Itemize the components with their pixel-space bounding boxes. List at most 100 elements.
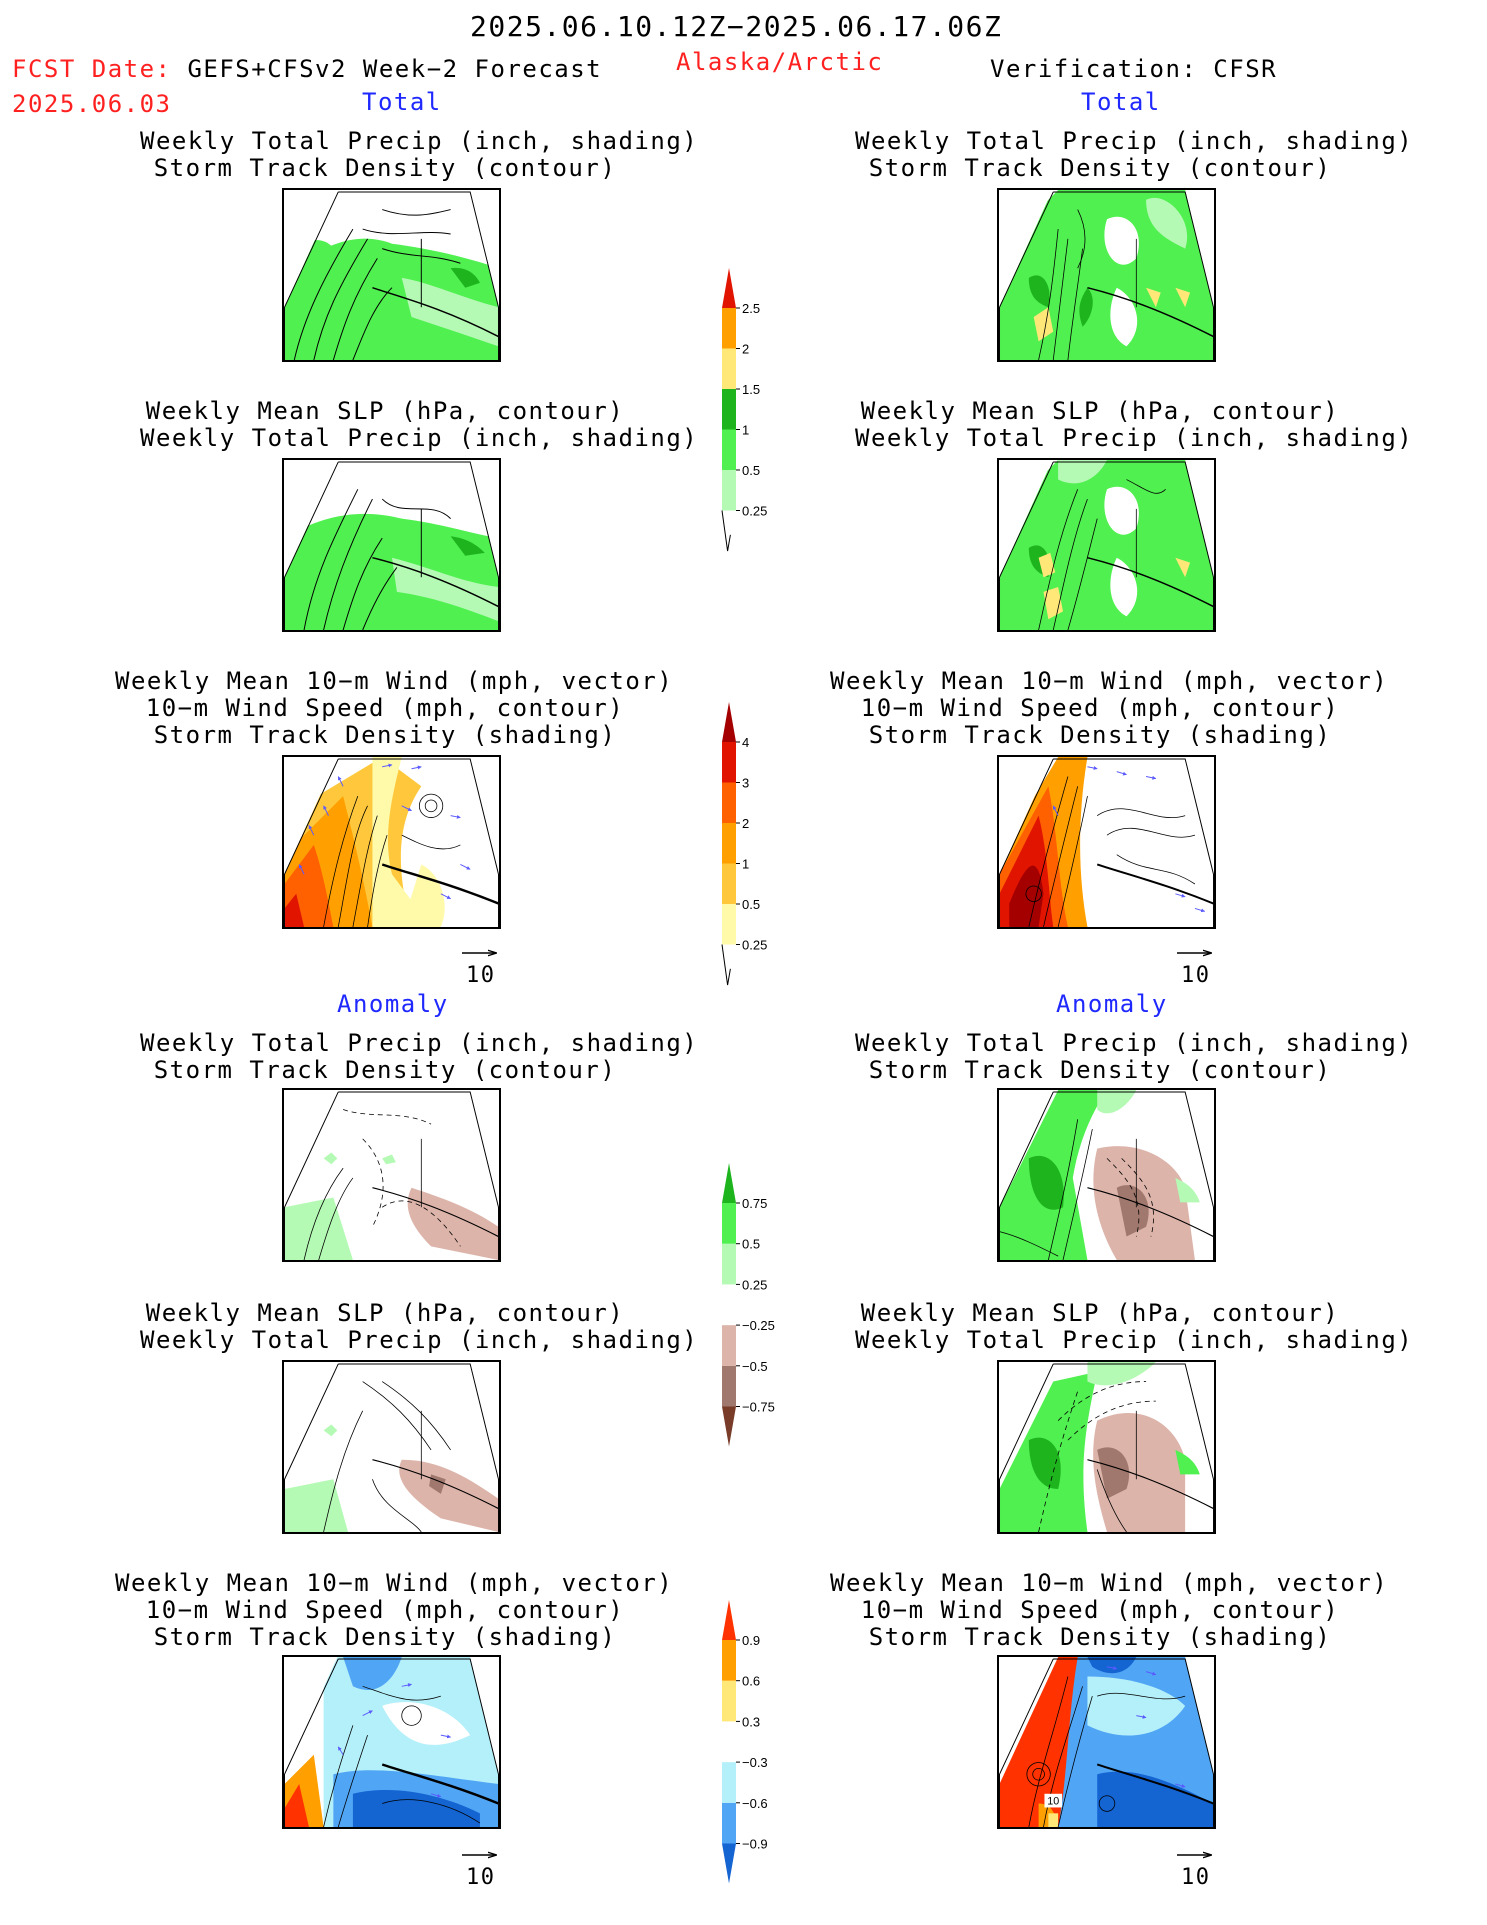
vector-ref-arrow-left-total xyxy=(462,945,500,985)
colorbar-segment xyxy=(722,702,736,742)
colorbar-tick-label: 1 xyxy=(742,857,749,872)
colorbar-tail xyxy=(721,944,731,986)
colorbar-tick-label: −0.5 xyxy=(742,1359,768,1374)
fcst-date-value: 2025.06.03 xyxy=(12,90,172,118)
colorbar-tick-label: 0.25 xyxy=(742,504,767,519)
colorbar-segment xyxy=(722,1284,736,1326)
map-slp-precip-left-anom xyxy=(282,1360,501,1534)
title-slp-precip-left-total: Weekly Mean SLP (hPa, contour) Weekly To… xyxy=(140,397,699,452)
colorbar-tick-label: −0.75 xyxy=(742,1400,775,1415)
colorbar-segment xyxy=(722,1203,736,1244)
region-label: Alaska/Arctic xyxy=(676,48,884,76)
map-precip-storm-right-total xyxy=(997,188,1216,362)
map-precip-storm-left-anom xyxy=(282,1088,501,1262)
section-anomaly-left: Anomaly xyxy=(337,990,449,1018)
title-precip-storm-left-anom: Weekly Total Precip (inch, shading) Stor… xyxy=(140,1029,699,1084)
colorbar-tick-label: −0.25 xyxy=(742,1318,775,1333)
colorbar-tail xyxy=(721,510,731,552)
title-wind-storm-left-total: Weekly Mean 10−m Wind (mph, vector) 10−m… xyxy=(115,667,674,749)
colorbar-segment xyxy=(722,1365,736,1407)
title-wind-storm-left-anom: Weekly Mean 10−m Wind (mph, vector) 10−m… xyxy=(115,1569,674,1651)
colorbar-segment xyxy=(722,389,736,430)
map-slp-precip-right-anom xyxy=(997,1360,1216,1534)
title-wind-storm-right-total: Weekly Mean 10−m Wind (mph, vector) 10−m… xyxy=(830,667,1389,749)
title-wind-storm-right-anom: Weekly Mean 10−m Wind (mph, vector) 10−m… xyxy=(830,1569,1389,1651)
vector-ref-label-left-total: 10 xyxy=(466,963,496,988)
colorbar-segment xyxy=(722,429,736,470)
map-slp-precip-right-total xyxy=(997,458,1216,632)
contour-label-10: 10 xyxy=(1047,1796,1059,1808)
title-precip-storm-right-total: Weekly Total Precip (inch, shading) Stor… xyxy=(855,127,1414,182)
verification-label: Verification: CFSR xyxy=(990,55,1278,83)
map-wind-storm-right-total xyxy=(997,755,1216,929)
colorbar-tick-label: 0.75 xyxy=(742,1196,767,1211)
vector-ref-arrow-right-total xyxy=(1177,945,1215,985)
colorbar-tick-label: −0.6 xyxy=(742,1796,768,1811)
colorbar-segment xyxy=(722,742,736,783)
colorbar-segment xyxy=(722,1762,736,1803)
colorbar-tick-label: 0.25 xyxy=(742,938,767,953)
colorbar-segment xyxy=(722,308,736,349)
colorbar-precip-anom: −0.75 −0.5 −0.25 0.25 0.5 0.75 xyxy=(720,1163,800,1448)
title-precip-storm-left-total: Weekly Total Precip (inch, shading) Stor… xyxy=(140,127,699,182)
colorbar-segment xyxy=(722,823,736,864)
map-wind-storm-right-anom: 10 xyxy=(997,1655,1216,1829)
vector-ref-label-right-total: 10 xyxy=(1181,963,1211,988)
date-range-title: 2025.06.10.12Z−2025.06.17.06Z xyxy=(470,10,1003,43)
fcst-date-label: FCST Date: GEFS+CFSv2 Week−2 Forecast xyxy=(12,55,602,83)
fcst-model: GEFS+CFSv2 Week−2 Forecast xyxy=(187,55,603,83)
colorbar-segment xyxy=(722,348,736,389)
colorbar-segment xyxy=(722,863,736,904)
colorbar-tick-label: −0.9 xyxy=(742,1837,768,1852)
section-total-right: Total xyxy=(1081,88,1161,116)
vector-ref-label-right-anom: 10 xyxy=(1181,1865,1211,1890)
colorbar-tick-label: 1.5 xyxy=(742,382,760,397)
map-wind-storm-left-total xyxy=(282,755,501,929)
vector-ref-label-left-anom: 10 xyxy=(466,1865,496,1890)
vector-ref-arrow-left-anom xyxy=(462,1847,500,1887)
colorbar-tick-label: 1 xyxy=(742,423,749,438)
colorbar-tick-label: 2 xyxy=(742,342,749,357)
colorbar-tick-label: 0.3 xyxy=(742,1714,760,1729)
colorbar-tick-label: −0.3 xyxy=(742,1755,768,1770)
colorbar-segment xyxy=(722,1325,736,1366)
vector-ref-arrow-right-anom xyxy=(1177,1847,1215,1887)
colorbar-tick-label: 0.25 xyxy=(742,1277,767,1292)
colorbar-segment xyxy=(722,470,736,511)
colorbar-segment xyxy=(722,268,736,308)
colorbar-segment xyxy=(722,1600,736,1640)
colorbar-segment xyxy=(722,782,736,823)
colorbar-segment xyxy=(722,1640,736,1681)
colorbar-segment xyxy=(722,1406,736,1447)
colorbar-tick-label: 0.5 xyxy=(742,897,760,912)
section-total-left: Total xyxy=(362,88,442,116)
fcst-label: FCST Date: xyxy=(12,55,172,83)
colorbar-storm-anom: −0.9 −0.6 −0.3 0.3 0.6 0.9 xyxy=(720,1600,800,1885)
title-slp-precip-left-anom: Weekly Mean SLP (hPa, contour) Weekly To… xyxy=(140,1299,699,1354)
colorbar-precip: 0.25 0.5 1 1.5 2 2.5 xyxy=(720,268,800,552)
colorbar-tick-label: 0.5 xyxy=(742,1237,760,1252)
title-precip-storm-right-anom: Weekly Total Precip (inch, shading) Stor… xyxy=(855,1029,1414,1084)
title-slp-precip-right-anom: Weekly Mean SLP (hPa, contour) Weekly To… xyxy=(855,1299,1414,1354)
colorbar-segment xyxy=(722,1680,736,1722)
colorbar-tick-label: 3 xyxy=(742,776,749,791)
colorbar-tick-label: 2.5 xyxy=(742,301,760,316)
map-wind-storm-left-anom xyxy=(282,1655,501,1829)
colorbar-segment xyxy=(722,1843,736,1884)
map-precip-storm-left-total xyxy=(282,188,501,362)
title-slp-precip-right-total: Weekly Mean SLP (hPa, contour) Weekly To… xyxy=(855,397,1414,452)
section-anomaly-right: Anomaly xyxy=(1056,990,1168,1018)
map-slp-precip-left-total xyxy=(282,458,501,632)
colorbar-segment xyxy=(722,1243,736,1285)
colorbar-tick-label: 0.9 xyxy=(742,1633,760,1648)
colorbar-tick-label: 4 xyxy=(742,735,749,750)
colorbar-segment xyxy=(722,1802,736,1844)
colorbar-tick-label: 0.6 xyxy=(742,1674,760,1689)
colorbar-tick-label: 2 xyxy=(742,816,749,831)
colorbar-tick-label: 0.5 xyxy=(742,463,760,478)
colorbar-segment xyxy=(722,1163,736,1203)
colorbar-segment xyxy=(722,904,736,945)
colorbar-storm: 0.25 0.5 1 2 3 4 xyxy=(720,702,800,986)
colorbar-segment xyxy=(722,1721,736,1763)
map-precip-storm-right-anom xyxy=(997,1088,1216,1262)
